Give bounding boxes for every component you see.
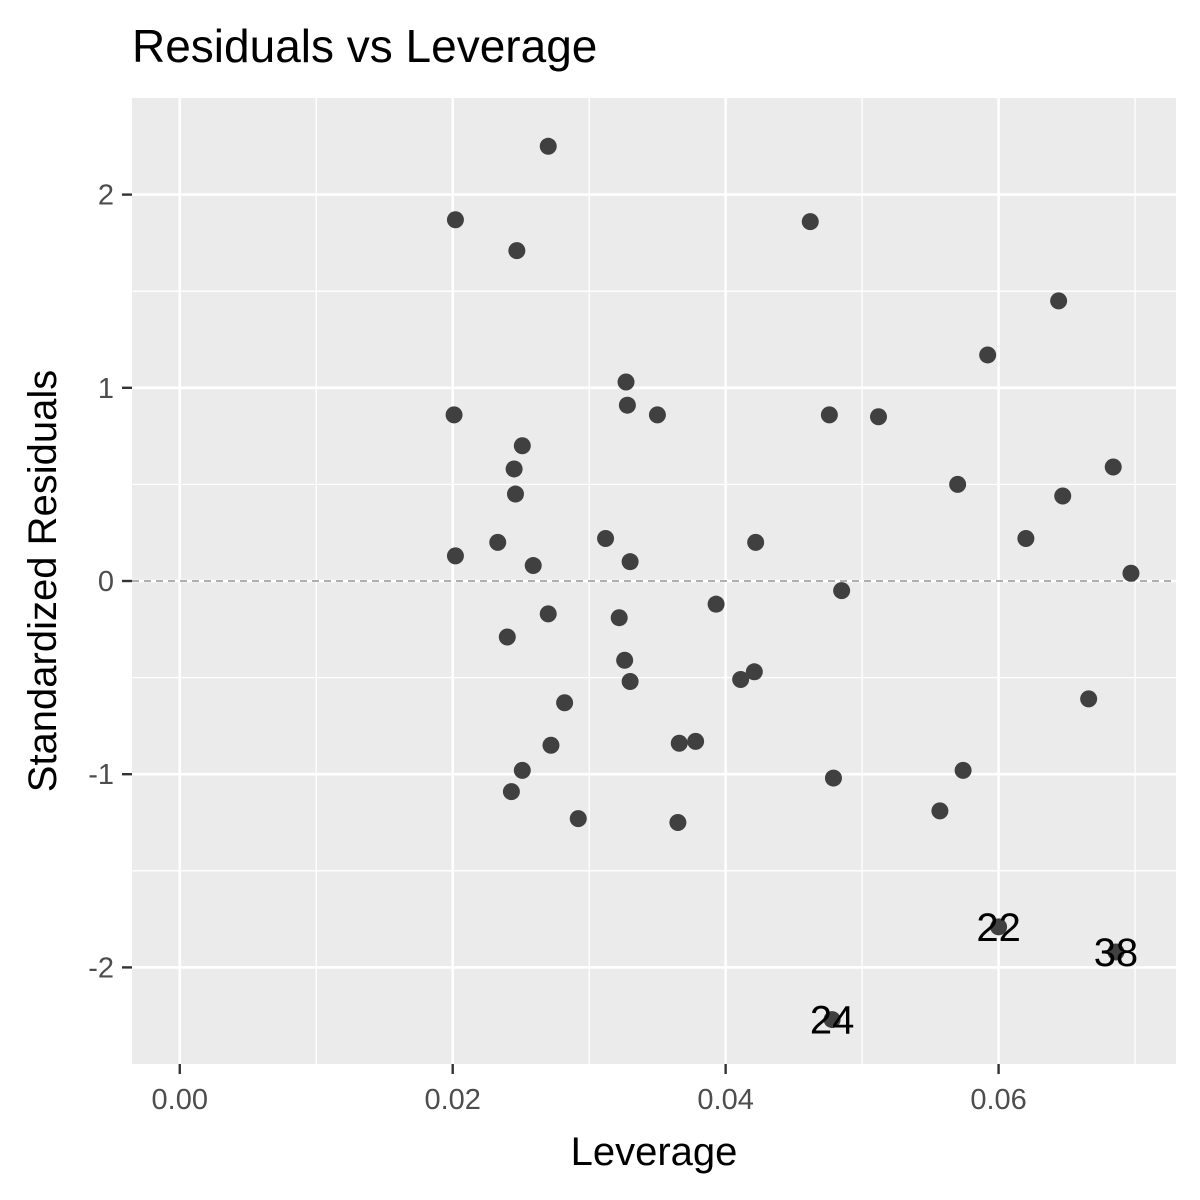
data-point — [687, 732, 705, 750]
data-point — [869, 408, 887, 426]
data-point — [979, 346, 997, 364]
data-point — [669, 814, 687, 831]
chart-title: Residuals vs Leverage — [132, 20, 597, 72]
data-point — [617, 373, 635, 391]
data-point — [556, 694, 574, 712]
data-point — [820, 406, 838, 424]
x-tick-label: 0.00 — [152, 1084, 208, 1116]
data-point — [542, 736, 560, 754]
data-point — [954, 761, 972, 779]
data-point — [931, 802, 949, 820]
data-point — [502, 783, 520, 801]
y-axis-title: Standardized Residuals — [21, 370, 65, 792]
data-point — [1017, 529, 1035, 547]
y-tick-label: 1 — [98, 373, 114, 405]
y-axis-ticks: -2 -1 0 1 2 — [88, 180, 132, 984]
x-axis-title: Leverage — [571, 1130, 738, 1174]
data-point — [489, 533, 507, 551]
data-point — [1104, 458, 1122, 476]
data-point — [616, 651, 634, 669]
data-point — [801, 213, 819, 231]
x-tick-label: 0.04 — [697, 1084, 753, 1116]
data-point — [513, 437, 531, 455]
data-point — [446, 547, 464, 565]
data-point — [1080, 690, 1098, 708]
data-point — [621, 672, 639, 690]
point-label: 24 — [810, 999, 855, 1043]
data-point — [569, 810, 587, 828]
data-point — [508, 242, 526, 260]
y-tick-label: -2 — [88, 952, 114, 984]
point-labels: 22 38 24 — [810, 906, 1138, 1043]
data-point — [823, 1011, 841, 1029]
x-tick-label: 0.06 — [970, 1084, 1026, 1116]
y-tick-label: 2 — [98, 180, 114, 212]
data-point — [670, 734, 688, 752]
data-point — [513, 761, 531, 779]
x-tick-label: 0.02 — [424, 1084, 480, 1116]
point-label: 38 — [1094, 931, 1139, 975]
data-point — [1054, 487, 1072, 505]
data-point — [505, 460, 523, 478]
data-point — [732, 671, 750, 689]
data-point — [446, 211, 464, 229]
data-point — [1050, 292, 1068, 310]
data-points — [445, 137, 1140, 1029]
data-point — [506, 485, 524, 503]
data-point — [445, 406, 463, 424]
data-point — [610, 609, 628, 627]
y-tick-label: 0 — [98, 566, 114, 598]
data-point — [621, 553, 639, 571]
data-point — [539, 605, 557, 623]
data-point — [824, 769, 842, 787]
point-label: 22 — [976, 906, 1021, 950]
data-point — [833, 582, 851, 600]
data-point — [747, 533, 765, 551]
data-point — [707, 595, 725, 613]
data-point — [990, 918, 1008, 936]
data-point — [1107, 943, 1125, 961]
data-point — [745, 663, 763, 681]
data-point — [648, 406, 666, 424]
x-axis-ticks: 0.00 0.02 0.04 0.06 — [152, 1064, 1027, 1116]
data-point — [524, 557, 542, 575]
y-tick-label: -1 — [88, 759, 114, 791]
data-point — [618, 396, 636, 414]
data-point — [597, 529, 615, 547]
data-point — [949, 475, 967, 493]
data-point — [539, 137, 557, 155]
data-point — [498, 628, 516, 646]
data-point — [1122, 564, 1140, 582]
